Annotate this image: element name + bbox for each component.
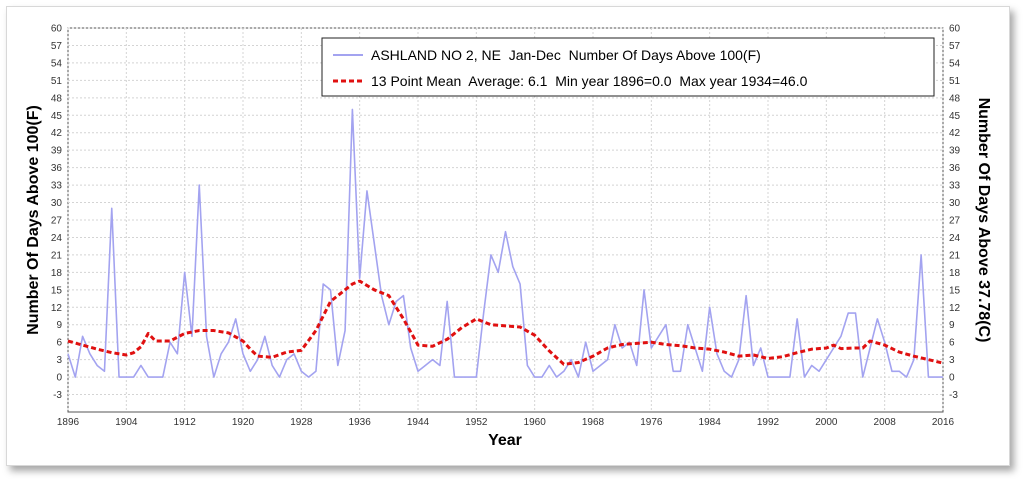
y-tick-label-right: 12 [949,303,961,314]
y-tick-label-left: 33 [51,181,63,192]
legend-box [321,37,935,97]
y-tick-label-left: 3 [56,355,62,366]
x-tick-label: 1912 [174,417,197,428]
y-tick-label-left: 24 [51,233,63,244]
y-tick-label-right: 45 [949,111,961,122]
y-tick-label-left: 0 [56,373,62,384]
y-tick-label-left: 57 [51,41,63,52]
series-line-mean [67,279,944,366]
y-tick-label-right: 21 [949,250,961,261]
legend-label-mean: 13 Point Mean Average: 6.1 Min year 1896… [371,73,808,89]
y-tick-label-right: 27 [949,216,961,227]
y-tick-label-right: 54 [949,58,961,69]
x-tick-label: 2008 [874,417,897,428]
x-tick-label: 1896 [57,417,80,428]
x-tick-label: 1920 [232,417,255,428]
line-chart: -303691215182124273033363942454851545760… [25,24,992,450]
y-tick-label-left: 51 [51,76,63,87]
x-tick-label: 2000 [815,417,838,428]
x-tick-label: 1976 [640,417,663,428]
x-tick-label: 1992 [757,417,780,428]
y-tick-label-left: 21 [51,250,63,261]
y-tick-label-left: 15 [51,285,63,296]
x-axis-title: Year [488,432,522,449]
x-tick-label: 1984 [699,417,722,428]
legend-label-raw: ASHLAND NO 2, NE Jan-Dec Number Of Days … [371,47,761,63]
y-tick-label-left: 54 [51,58,63,69]
y-tick-label-right: 33 [949,181,961,192]
y-tick-label-left: -3 [53,390,62,401]
x-tick-label: 1936 [349,417,372,428]
y-tick-label-right: -3 [949,390,958,401]
y-tick-label-right: 15 [949,285,961,296]
y-tick-label-right: 6 [949,338,955,349]
y-tick-label-left: 48 [51,93,63,104]
y-tick-label-right: 3 [949,355,955,366]
y-tick-label-right: 36 [949,163,961,174]
y-tick-label-right: 30 [949,198,961,209]
y-tick-label-right: 9 [949,320,955,331]
y-tick-label-right: 0 [949,373,955,384]
series-line-raw [67,108,943,378]
x-tick-label: 2016 [932,417,955,428]
y-tick-label-right: 39 [949,146,961,157]
y-tick-label-right: 57 [949,41,961,52]
x-tick-label: 1960 [524,417,547,428]
legend: ASHLAND NO 2, NE Jan-Dec Number Of Days … [321,37,935,97]
y-axis-title-left: Number Of Days Above 100(F) [25,105,42,335]
y-tick-label-right: 51 [949,76,961,87]
x-tick-label: 1944 [407,417,430,428]
y-tick-label-left: 6 [56,338,62,349]
x-tick-label: 1928 [290,417,313,428]
chart-frame: -3 0 3 6 9 12 15 18 21 24 27 30 33 36 39 42 45 48 51 54 57 60… [6,6,1010,466]
y-tick-label-left: 42 [51,128,63,139]
y-axis-title-right: Number Of Days Above 37.78(C) [975,98,992,343]
y-tick-label-right: 24 [949,233,961,244]
y-tick-label-left: 60 [51,24,63,35]
y-tick-label-left: 45 [51,111,63,122]
y-tick-label-right: 42 [949,128,961,139]
y-tick-label-left: 36 [51,163,63,174]
x-tick-label: 1952 [465,417,488,428]
x-axis-ticks: 1896 1904 1912 1920 1928 1936 1944 1952 1960 1968… [57,417,955,428]
y-tick-label-right: 48 [949,93,961,104]
y-tick-label-left: 30 [51,198,63,209]
y-tick-label-right: 60 [949,24,961,35]
y-tick-label-left: 18 [51,268,63,279]
y-tick-label-left: 39 [51,146,63,157]
y-tick-label-left: 9 [56,320,62,331]
x-tick-label: 1904 [115,417,138,428]
y-tick-label-left: 12 [51,303,63,314]
y-tick-label-left: 27 [51,216,63,227]
x-tick-label: 1968 [582,417,605,428]
y-tick-label-right: 18 [949,268,961,279]
series-lines [67,108,944,378]
